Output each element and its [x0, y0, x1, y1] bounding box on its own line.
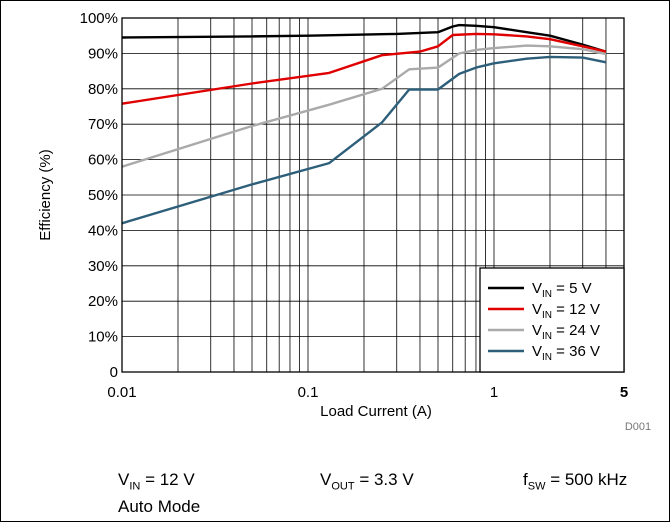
x-tick-label: 0.1: [298, 384, 319, 401]
series-line-vin-5v: [121, 23, 607, 53]
series-line-vin-12v: [121, 32, 607, 105]
y-tick-label: 40%: [88, 222, 118, 239]
figure-code: D001: [625, 421, 651, 433]
y-axis-label: Efficiency (%): [37, 149, 54, 240]
y-tick-label: 30%: [88, 258, 118, 275]
y-tick-label: 50%: [88, 187, 118, 204]
series-line-vin-36v: [121, 55, 607, 225]
legend-box: [479, 267, 625, 373]
condition-fsw: fSW = 500 kHz: [523, 470, 628, 493]
condition-vin: VIN = 12 V: [118, 470, 195, 493]
condition-vout: VOUT = 3.3 V: [320, 470, 414, 493]
y-tick-label: 60%: [88, 152, 118, 169]
legend-entry: VIN = 5 V: [532, 280, 592, 300]
y-tick-label: 20%: [88, 293, 118, 310]
series-layer: [121, 23, 607, 225]
y-tick-labels: 0 10% 20% 30% 40% 50% 60% 70% 80% 90% 100%: [80, 10, 118, 381]
y-tick-label: 90%: [88, 45, 118, 62]
y-tick-label: 70%: [88, 116, 118, 133]
legend-entry: VIN = 12 V: [532, 301, 600, 321]
legend-entry: VIN = 36 V: [532, 343, 600, 363]
plot-border: [121, 17, 625, 373]
series-line-vin-24v: [121, 44, 607, 168]
x-tick-label: 5: [620, 384, 628, 401]
y-tick-label: 80%: [88, 81, 118, 98]
y-tick-label: 10%: [88, 329, 118, 346]
legend-entry: VIN = 24 V: [532, 322, 600, 342]
x-tick-label: 0.01: [107, 384, 136, 401]
x-axis-label: Load Current (A): [320, 403, 432, 420]
x-tick-label: 1: [490, 384, 498, 401]
y-tick-label: 0: [110, 364, 118, 381]
condition-mode: Auto Mode: [118, 497, 201, 516]
efficiency-chart: 0 10% 20% 30% 40% 50% 60% 70% 80% 90% 100% 0.01 0.1…: [37, 10, 651, 433]
y-tick-label: 100%: [80, 10, 118, 27]
x-tick-labels: 0.01 0.1 1 5: [107, 384, 628, 401]
